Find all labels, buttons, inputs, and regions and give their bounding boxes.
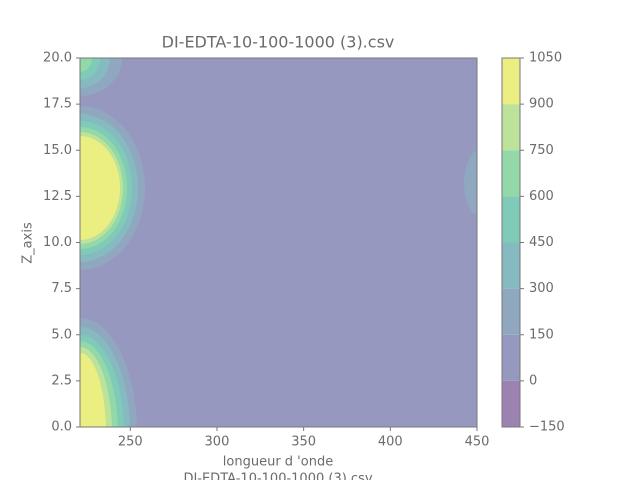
contour-region (80, 353, 106, 427)
x-tick-label: 300 (205, 435, 230, 450)
y-tick-label: 5.0 (51, 327, 72, 342)
y-tick-label: 0.0 (51, 420, 72, 435)
x-tick-label: 450 (465, 435, 490, 450)
plot-area (80, 58, 477, 427)
colorbar-tick-label: 750 (529, 143, 554, 158)
colorbar-band (502, 58, 520, 105)
x-tick-label: 350 (291, 435, 316, 450)
colorbar-band (502, 288, 520, 335)
x-axis-label: longueur d 'onde (223, 455, 333, 470)
colorbar-band (502, 242, 520, 289)
colorbar-band (502, 196, 520, 243)
x-tick-label: 400 (378, 435, 403, 450)
y-tick-label: 2.5 (51, 373, 72, 388)
colorbar-tick-label: 600 (529, 189, 554, 204)
y-tick-label: 10.0 (43, 235, 72, 250)
colorbar-band (502, 380, 520, 427)
colorbar-band (502, 334, 520, 381)
colorbar-tick-label: 450 (529, 235, 554, 250)
contour-region (80, 58, 477, 427)
y-axis-label: Z_axis (21, 222, 36, 264)
y-tick-label: 12.5 (43, 189, 72, 204)
y-tick-label: 17.5 (43, 97, 72, 112)
colorbar-tick-label: −150 (529, 420, 565, 435)
colorbar-tick-label: 900 (529, 97, 554, 112)
y-tick-label: 7.5 (51, 281, 72, 296)
colorbar-band (502, 104, 520, 151)
y-tick-label: 15.0 (43, 143, 72, 158)
x-axis-label: DI-EDTA-10-100-1000 (3).csv (183, 472, 372, 480)
colorbar-tick-label: 300 (529, 281, 554, 296)
contour-region (80, 136, 120, 240)
x-tick-label: 250 (118, 435, 143, 450)
colorbar-tick-label: 0 (529, 373, 537, 388)
colorbar-tick-label: 1050 (529, 51, 562, 66)
contour-region (80, 58, 92, 72)
colorbar-tick-label: 150 (529, 327, 554, 342)
contour-region (464, 149, 477, 217)
colorbar-band (502, 150, 520, 197)
chart-title: DI-EDTA-10-100-1000 (3).csv (162, 33, 395, 52)
y-tick-label: 20.0 (43, 51, 72, 66)
